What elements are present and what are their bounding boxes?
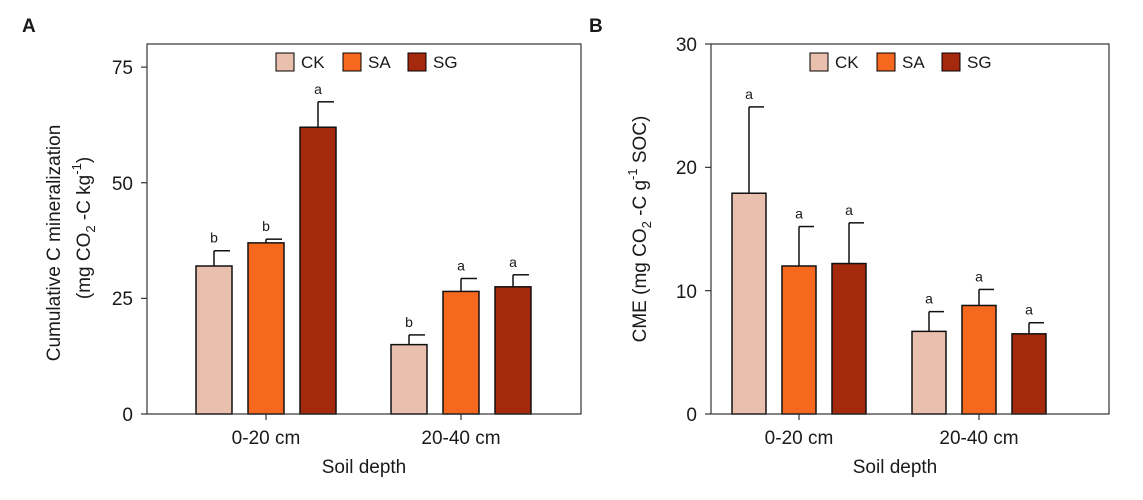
bar-sa	[961, 304, 997, 415]
panel-b-xlabel: Soil depth	[853, 457, 938, 478]
panel-b-ylabel: CME (mg CO2 -C g-1 SOC)	[625, 116, 654, 343]
panel-b-xtick: 0-20 cm	[765, 428, 834, 449]
bar-sg	[1011, 333, 1047, 415]
panel-b-ytick: 10	[676, 282, 697, 303]
panel-a-frame	[146, 43, 582, 415]
legend-label-ck: CK	[835, 53, 859, 72]
panel-a-ytick: 0	[122, 405, 133, 426]
legend-label-sg: SG	[433, 53, 458, 72]
panel-b-ytick: 30	[676, 35, 697, 56]
significance-letter: a	[925, 291, 933, 307]
significance-letter: a	[1025, 302, 1033, 318]
bar-sa	[781, 265, 817, 415]
bar-sg	[831, 262, 867, 415]
significance-letter: a	[795, 206, 803, 222]
panel-b-xtick: 20-40 cm	[939, 428, 1018, 449]
bar-sg	[494, 286, 532, 415]
significance-letter: a	[975, 268, 983, 284]
bar-ck	[731, 192, 767, 415]
legend-label-ck: CK	[301, 53, 325, 72]
panel-b-bars: a a a a a a	[705, 43, 1047, 420]
legend-swatch-sg	[407, 52, 427, 72]
significance-letter: a	[509, 254, 517, 270]
panel-b-label: B	[589, 16, 603, 37]
bar-sg	[299, 126, 337, 415]
legend-swatch-sa	[342, 52, 362, 72]
panel-b-frame	[710, 43, 1110, 415]
panel-a-label: A	[22, 16, 36, 37]
legend-label-sa: SA	[368, 53, 391, 72]
panel-a: A Cumulative C mineralization (mg CO2 -C…	[22, 16, 582, 478]
legend-label-sg: SG	[967, 53, 992, 72]
panel-a-xlabel: Soil depth	[322, 457, 407, 478]
legend-swatch-ck	[275, 52, 295, 72]
significance-letter: a	[457, 257, 465, 273]
significance-letter: a	[745, 86, 753, 102]
panel-a-bars: b b a b a a	[141, 66, 532, 420]
panel-a-ytick: 25	[112, 289, 133, 310]
significance-letter: b	[262, 218, 270, 234]
legend-swatch-sa	[876, 52, 896, 72]
panel-b-legend: CK SA SG	[809, 52, 992, 72]
bar-ck	[911, 330, 947, 415]
panel-a-legend: CK SA SG	[275, 52, 458, 72]
panel-a-ylabel-line2: (mg CO2 -C kg-1)	[69, 157, 98, 299]
legend-swatch-sg	[941, 52, 961, 72]
legend-label-sa: SA	[902, 53, 925, 72]
bar-ck	[195, 265, 233, 415]
panel-a-ylabel-line1: Cumulative C mineralization	[44, 125, 65, 362]
significance-letter: a	[314, 81, 322, 97]
legend-swatch-ck	[809, 52, 829, 72]
significance-letter: b	[210, 230, 218, 246]
panel-a-ytick: 50	[112, 174, 133, 195]
bar-sa	[247, 242, 285, 415]
significance-letter: a	[845, 202, 853, 218]
panel-b-ytick: 20	[676, 158, 697, 179]
panel-a-ytick: 75	[112, 58, 133, 79]
panel-b: B CME (mg CO2 -C g-1 SOC) 0 10 20 30 0-2…	[589, 16, 1110, 478]
bar-ck	[390, 343, 428, 415]
panel-a-xtick: 0-20 cm	[232, 428, 301, 449]
panel-a-xtick: 20-40 cm	[421, 428, 500, 449]
bar-sa	[442, 290, 480, 415]
significance-letter: b	[405, 314, 413, 330]
panel-b-ytick: 0	[686, 405, 697, 426]
